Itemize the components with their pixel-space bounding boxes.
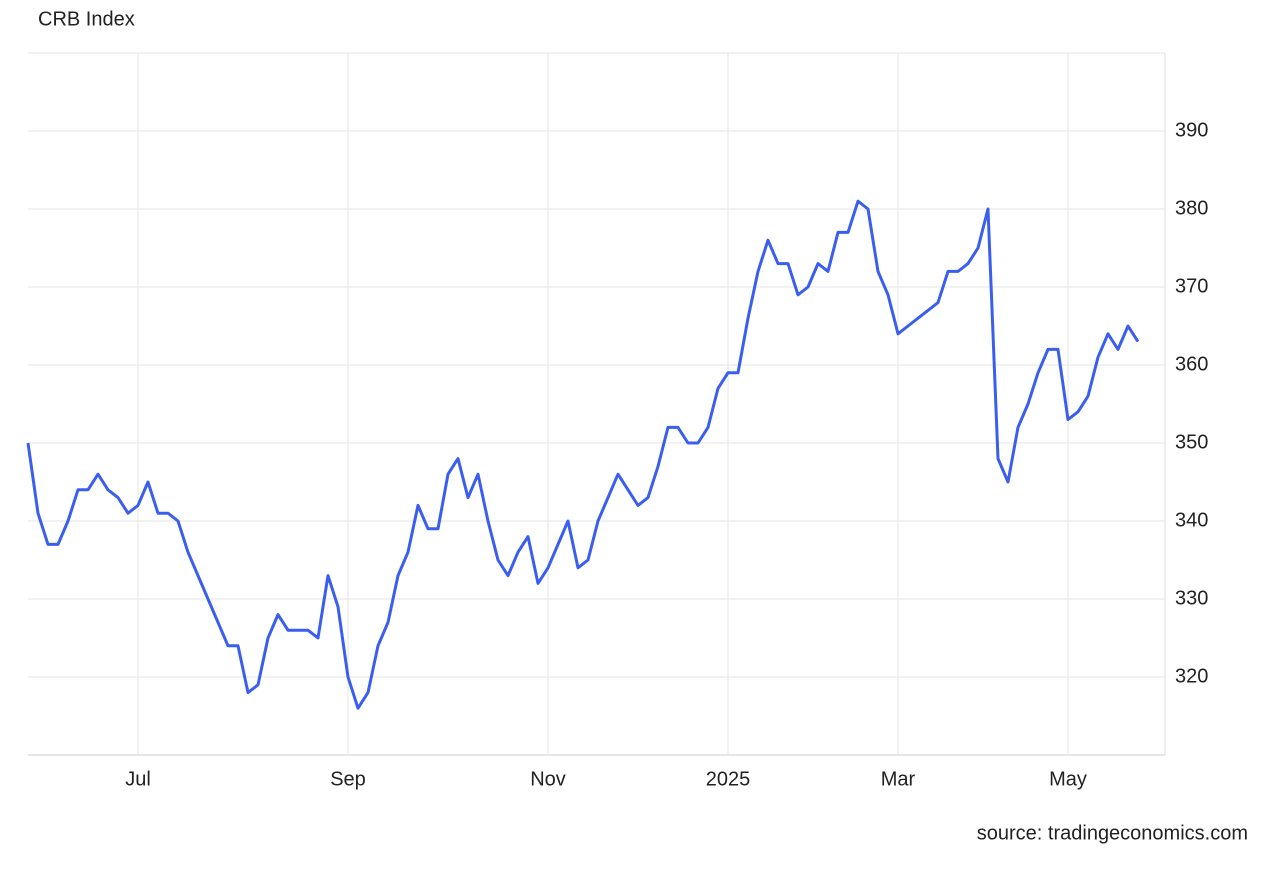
y-tick-label: 330 (1175, 587, 1208, 609)
x-tick-label: 2025 (706, 768, 751, 790)
y-tick-label: 380 (1175, 197, 1208, 219)
y-tick-label: 360 (1175, 353, 1208, 375)
chart-title: CRB Index (38, 8, 135, 30)
line-series (26, 199, 1140, 710)
x-tick-label: Nov (530, 768, 566, 790)
source-note: source: tradingeconomics.com (977, 822, 1248, 844)
x-tick-label: Mar (881, 768, 916, 790)
x-tick-label: May (1049, 768, 1087, 790)
y-tick-label: 390 (1175, 119, 1208, 141)
y-tick-label: 370 (1175, 275, 1208, 297)
x-tick-label: Sep (330, 768, 366, 790)
y-tick-label: 320 (1175, 665, 1208, 687)
y-tick-label: 350 (1175, 431, 1208, 453)
y-tick-label: 340 (1175, 509, 1208, 531)
x-tick-label: Jul (125, 768, 151, 790)
